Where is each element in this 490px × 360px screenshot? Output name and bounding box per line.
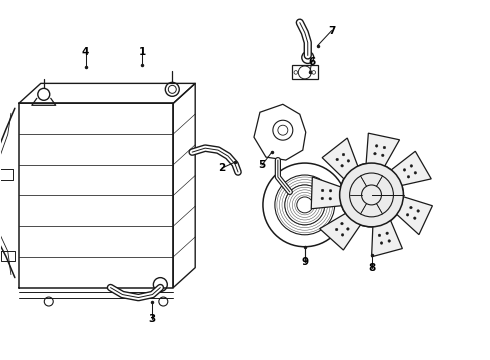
Circle shape [410,165,413,167]
Circle shape [153,278,167,292]
Circle shape [383,146,386,149]
Circle shape [329,189,332,192]
Polygon shape [397,197,432,235]
Circle shape [341,165,343,167]
Circle shape [340,163,403,227]
Circle shape [294,71,297,74]
Circle shape [403,168,406,171]
Text: 4: 4 [82,48,89,58]
Circle shape [347,159,350,162]
Circle shape [335,228,338,231]
Circle shape [381,154,384,157]
Circle shape [414,217,416,220]
Polygon shape [366,133,399,166]
Circle shape [362,185,382,205]
Text: 6: 6 [308,58,316,67]
Circle shape [321,197,323,200]
Circle shape [388,240,391,242]
Circle shape [410,206,412,209]
Circle shape [406,213,409,216]
Circle shape [386,232,389,235]
Text: 9: 9 [301,257,308,267]
Circle shape [336,158,339,161]
Text: 8: 8 [368,263,375,273]
Polygon shape [371,220,402,257]
Circle shape [341,222,343,225]
Text: 2: 2 [219,163,226,173]
Circle shape [302,51,314,63]
Text: 3: 3 [149,314,156,324]
Circle shape [407,176,410,178]
Circle shape [342,153,345,156]
Text: 1: 1 [139,48,146,58]
Circle shape [375,145,378,147]
Text: 7: 7 [328,26,335,36]
Circle shape [414,171,416,174]
Circle shape [349,173,393,217]
Circle shape [341,234,344,236]
Text: 5: 5 [258,160,266,170]
Circle shape [329,197,332,200]
Circle shape [380,242,383,244]
Polygon shape [311,177,342,209]
Circle shape [378,234,381,237]
Circle shape [312,71,316,74]
Circle shape [417,210,419,212]
Circle shape [321,189,324,192]
Circle shape [374,152,376,155]
Polygon shape [319,213,361,250]
Polygon shape [391,151,431,185]
Circle shape [346,228,349,230]
Polygon shape [322,138,358,179]
